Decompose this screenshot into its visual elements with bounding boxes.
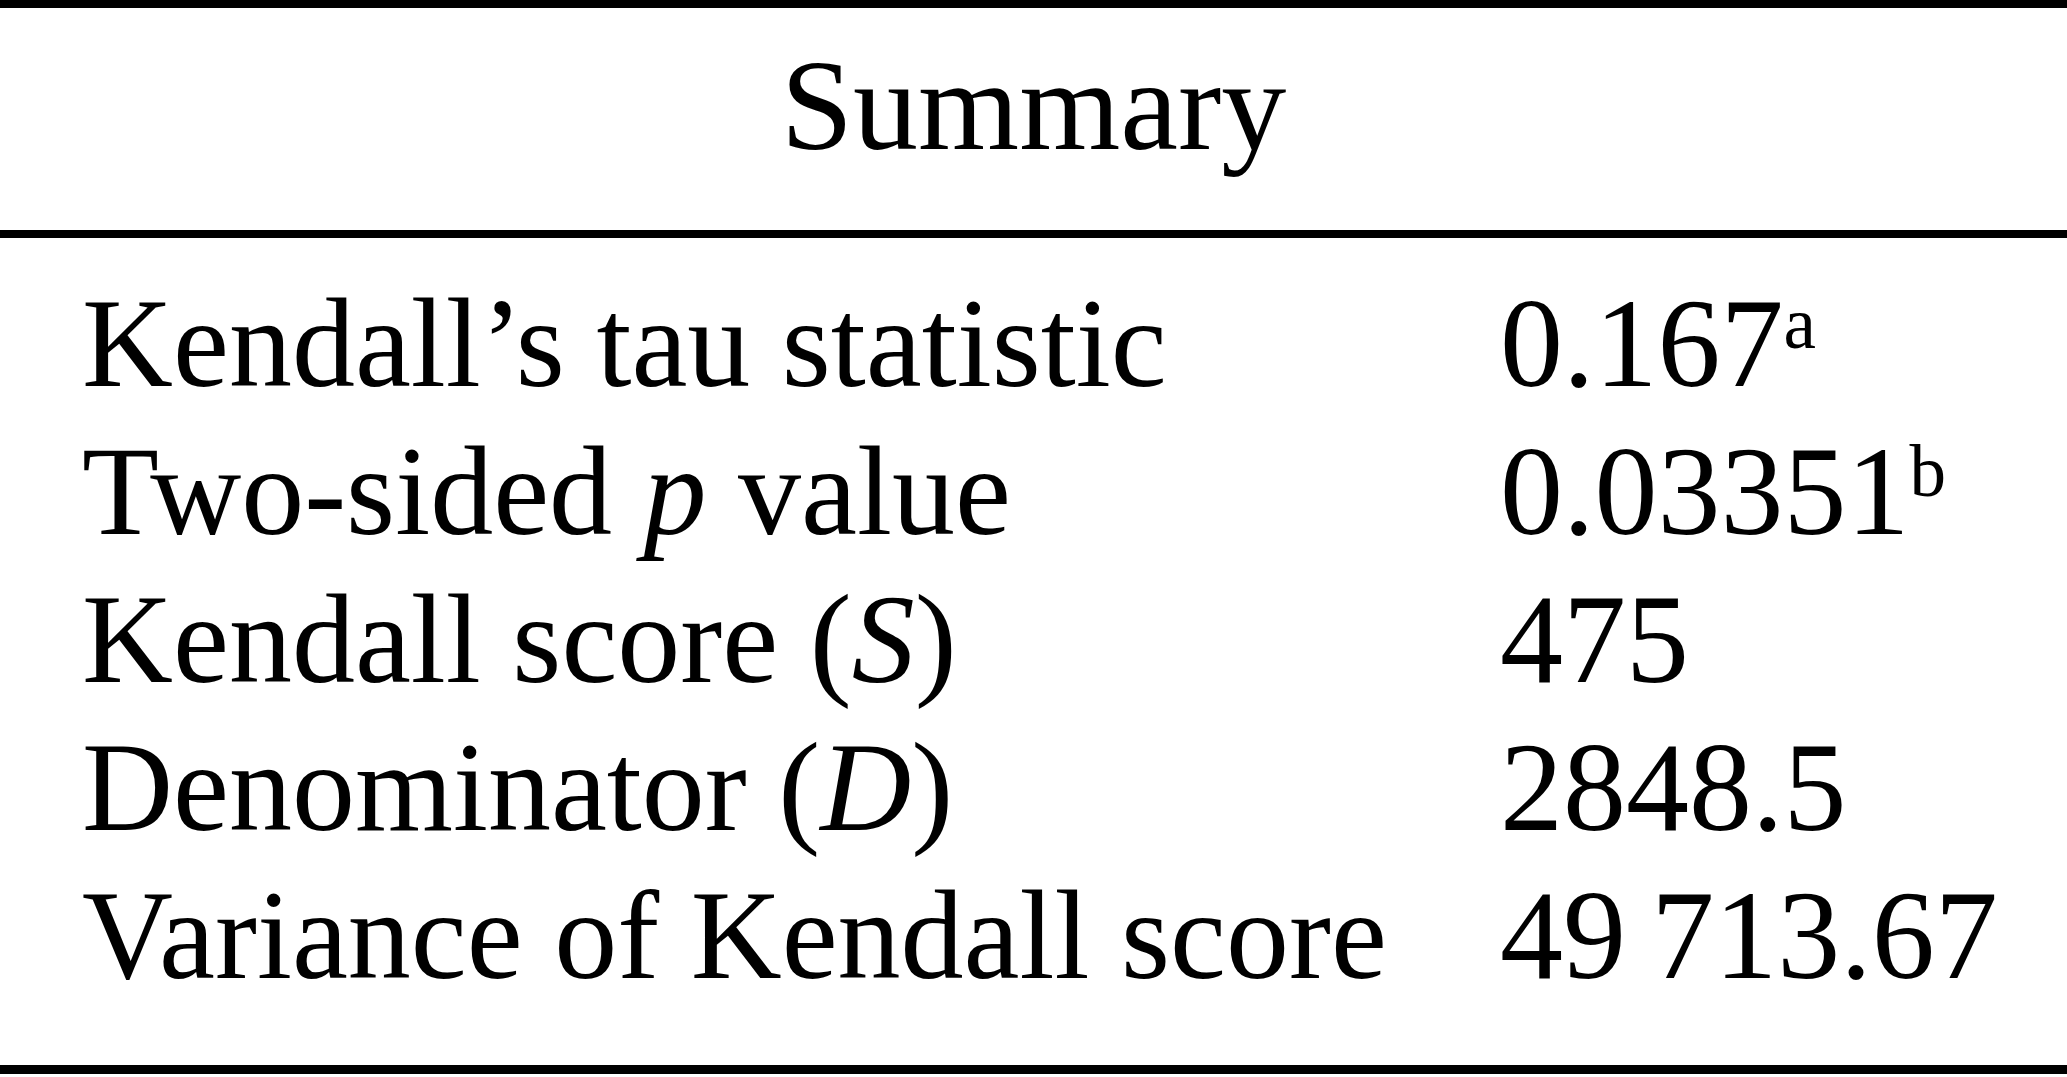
row-value: 0.167a — [1500, 270, 1816, 418]
table-body: Kendall’s tau statistic 0.167a Two-sided… — [82, 270, 2067, 1010]
row-label-text: Two-sided — [82, 422, 644, 561]
row-kendalls-tau-statistic: Kendall’s tau statistic 0.167a — [82, 270, 2067, 418]
row-label-text: Variance of Kendall score — [82, 866, 1387, 1005]
row-value-number: 49 713.67 — [1500, 866, 1998, 1005]
row-label-italic: D — [820, 718, 911, 857]
row-value: 2848.5 — [1500, 714, 1847, 862]
row-label-text: ) — [915, 570, 957, 709]
row-label: Kendall score (S) — [82, 566, 957, 714]
summary-table: Summary Kendall’s tau statistic 0.167a T… — [0, 0, 2067, 1077]
row-label-text: Denominator ( — [82, 718, 820, 857]
row-variance-of-kendall-score: Variance of Kendall score 49 713.67 — [82, 862, 2067, 1010]
header-divider-rule — [0, 230, 2067, 238]
row-label: Variance of Kendall score — [82, 862, 1387, 1010]
row-label-italic: p — [644, 422, 707, 561]
row-value-number: 475 — [1500, 570, 1689, 709]
row-label: Denominator (D) — [82, 714, 953, 862]
row-kendall-score: Kendall score (S) 475 — [82, 566, 2067, 714]
row-label-text: Kendall score ( — [82, 570, 852, 709]
row-value: 49 713.67 — [1500, 862, 1998, 1010]
row-value: 475 — [1500, 566, 1689, 714]
row-value-number: 0.03351 — [1500, 422, 1910, 561]
row-value-number: 2848.5 — [1500, 718, 1847, 857]
row-label-text: value — [707, 422, 1011, 561]
row-label-italic: S — [852, 570, 915, 709]
row-denominator: Denominator (D) 2848.5 — [82, 714, 2067, 862]
row-value: 0.03351b — [1500, 418, 1946, 566]
row-two-sided-p-value: Two-sided p value 0.03351b — [82, 418, 2067, 566]
row-label-text: Kendall’s tau statistic — [82, 274, 1167, 413]
top-rule — [0, 0, 2067, 8]
row-label: Kendall’s tau statistic — [82, 270, 1167, 418]
bottom-rule — [0, 1065, 2067, 1074]
row-label: Two-sided p value — [82, 418, 1011, 566]
table-title: Summary — [0, 40, 2067, 170]
footnote-marker-a: a — [1784, 283, 1816, 364]
row-label-text: ) — [911, 718, 953, 857]
footnote-marker-b: b — [1910, 431, 1947, 512]
row-value-number: 0.167 — [1500, 274, 1784, 413]
